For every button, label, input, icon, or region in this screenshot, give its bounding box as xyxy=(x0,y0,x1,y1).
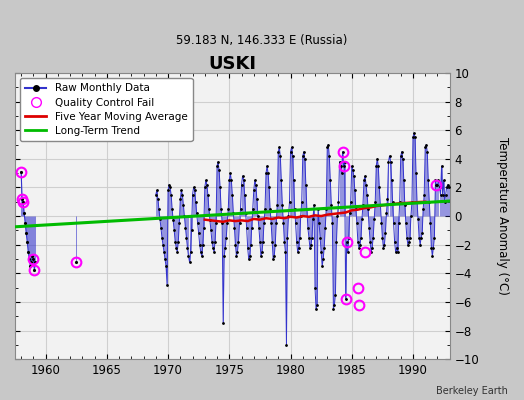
Legend: Raw Monthly Data, Quality Control Fail, Five Year Moving Average, Long-Term Tren: Raw Monthly Data, Quality Control Fail, … xyxy=(20,78,192,141)
Text: 59.183 N, 146.333 E (Russia): 59.183 N, 146.333 E (Russia) xyxy=(176,34,348,47)
Y-axis label: Temperature Anomaly (°C): Temperature Anomaly (°C) xyxy=(496,137,509,295)
Text: Berkeley Earth: Berkeley Earth xyxy=(436,386,508,396)
Title: USKI: USKI xyxy=(209,55,256,73)
